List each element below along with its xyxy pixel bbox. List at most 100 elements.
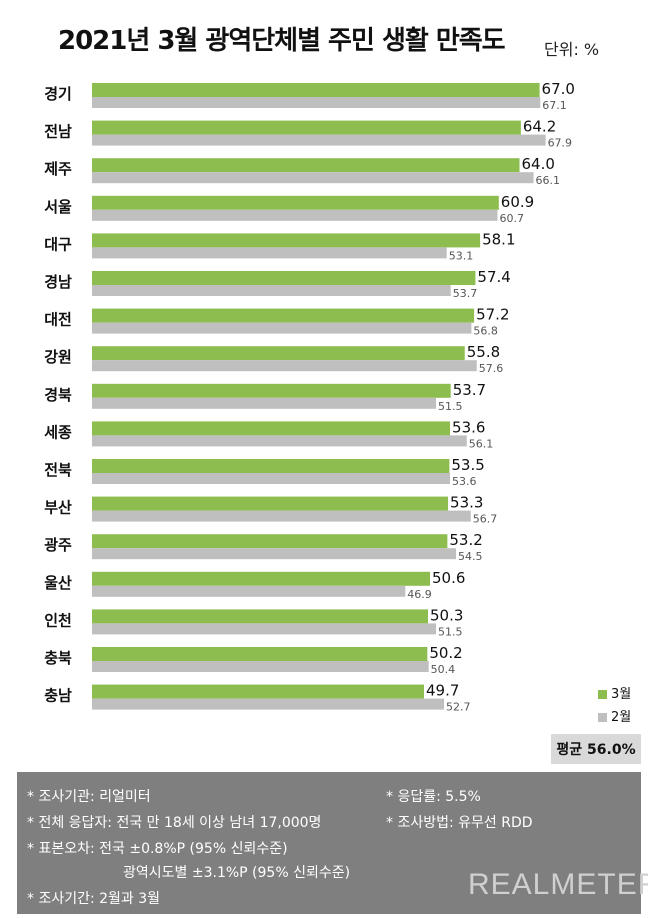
value-label-march: 58.1 — [482, 230, 515, 248]
category-label: 제주 — [44, 160, 72, 178]
category-label: 강원 — [44, 348, 72, 366]
bar-march — [92, 383, 451, 398]
bar-march — [92, 571, 431, 586]
value-label-february: 54.5 — [458, 550, 483, 563]
legend-march-swatch — [598, 690, 607, 699]
bar-march — [92, 308, 475, 323]
category-label: 전북 — [44, 461, 72, 479]
bar-february — [92, 698, 445, 710]
footer-error-national: * 표본오차: 전국 ±0.8%P (95% 신뢰수준) — [27, 841, 288, 857]
bar-february — [92, 661, 429, 672]
bar-february — [92, 548, 457, 560]
value-label-february: 60.7 — [499, 212, 524, 225]
bar-february — [92, 322, 472, 334]
bar-february — [92, 247, 447, 259]
value-label-february: 56.8 — [473, 325, 498, 338]
legend-march-label: 3월 — [611, 687, 632, 702]
value-label-february: 46.9 — [407, 588, 432, 601]
category-label: 전남 — [44, 123, 72, 141]
value-label-february: 56.1 — [469, 437, 494, 450]
bar-march — [92, 421, 451, 436]
category-label: 부산 — [44, 499, 72, 517]
bar-march — [92, 83, 540, 97]
value-label-february: 51.5 — [438, 400, 463, 413]
value-label-february: 67.9 — [548, 137, 573, 150]
value-label-march: 53.3 — [450, 494, 483, 512]
category-label: 대전 — [44, 311, 72, 329]
footer-respondents: * 전체 응답자: 전국 만 18세 이상 남녀 17,000명 — [27, 815, 322, 831]
bar-february — [92, 134, 546, 146]
value-label-march: 60.9 — [501, 193, 534, 211]
footer-agency: * 조사기관: 리얼미터 — [27, 789, 151, 805]
category-label: 인천 — [44, 611, 72, 629]
value-label-march: 64.2 — [523, 118, 556, 136]
category-label: 경남 — [44, 273, 72, 291]
bar-march — [92, 496, 449, 511]
value-label-march: 50.6 — [432, 569, 465, 587]
bar-march — [92, 459, 450, 473]
value-label-march: 57.4 — [477, 268, 510, 286]
value-label-march: 53.5 — [451, 456, 484, 474]
category-label: 광주 — [44, 536, 72, 554]
bar-march — [92, 233, 481, 248]
bar-february — [92, 360, 477, 372]
average-box: 평균 56.0% — [551, 734, 641, 764]
bar-february — [92, 172, 534, 184]
value-label-march: 49.7 — [426, 682, 459, 700]
survey-info-panel: * 조사기관: 리얼미터 * 응답률: 5.5% * 전체 응답자: 전국 만 … — [17, 772, 641, 914]
value-label-march: 50.3 — [430, 606, 463, 624]
realmeter-logo: REALMETER — [468, 868, 648, 901]
value-label-february: 67.1 — [542, 99, 567, 112]
value-label-february: 52.7 — [446, 701, 471, 714]
bar-march — [92, 120, 521, 135]
bar-february — [92, 435, 467, 447]
bar-february — [92, 209, 498, 221]
bar-march — [92, 271, 476, 285]
legend-february-swatch — [598, 713, 607, 722]
bar-february — [92, 397, 437, 409]
value-label-february: 57.6 — [479, 362, 504, 375]
bar-march — [92, 647, 428, 661]
legend-march: 3월 — [598, 683, 631, 702]
category-label: 경기 — [44, 85, 72, 103]
value-label-february: 53.1 — [449, 249, 474, 262]
bar-february — [92, 285, 451, 296]
value-label-march: 55.8 — [467, 343, 500, 361]
value-label-february: 53.7 — [453, 287, 478, 300]
bar-march — [92, 609, 429, 624]
category-label: 대구 — [44, 235, 72, 253]
bar-february — [92, 585, 406, 597]
footer-response-rate: * 응답률: 5.5% — [386, 789, 481, 805]
value-label-march: 53.7 — [453, 381, 486, 399]
footer-period: * 조사기간: 2월과 3월 — [27, 891, 161, 907]
footer-method: * 조사방법: 유무선 RDD — [386, 815, 533, 831]
chart-title: 2021년 3월 광역단체별 주민 생활 만족도 — [58, 26, 506, 56]
bar-february — [92, 510, 471, 522]
bar-february — [92, 473, 451, 484]
bar-february — [92, 623, 437, 635]
category-label: 세종 — [44, 423, 72, 441]
category-label: 충남 — [44, 687, 72, 705]
value-label-february: 50.4 — [431, 663, 456, 676]
value-label-march: 64.0 — [522, 155, 555, 173]
unit-label: 단위: % — [544, 40, 600, 59]
legend-february: 2월 — [598, 706, 631, 725]
value-label-february: 66.1 — [536, 174, 561, 187]
value-label-february: 51.5 — [438, 625, 463, 638]
bar-march — [92, 534, 448, 549]
bar-chart: 경기 67.067.1 전남 64.267.9 제주 64.066.1 서울 60.960.7… — [44, 80, 575, 714]
value-label-march: 50.2 — [429, 644, 462, 662]
bar-march — [92, 346, 465, 361]
value-label-march: 57.2 — [476, 306, 509, 324]
value-label-february: 56.7 — [473, 513, 498, 526]
value-label-march: 67.0 — [542, 80, 575, 98]
category-label: 서울 — [44, 198, 72, 216]
category-label: 울산 — [44, 574, 72, 592]
value-label-february: 53.6 — [452, 475, 477, 488]
value-label-march: 53.6 — [452, 418, 485, 436]
bar-february — [92, 97, 541, 108]
footer-error-regional: 광역시도별 ±3.1%P (95% 신뢰수준) — [123, 865, 351, 881]
value-label-march: 53.2 — [449, 531, 482, 549]
bar-march — [92, 158, 520, 173]
bar-march — [92, 195, 499, 210]
